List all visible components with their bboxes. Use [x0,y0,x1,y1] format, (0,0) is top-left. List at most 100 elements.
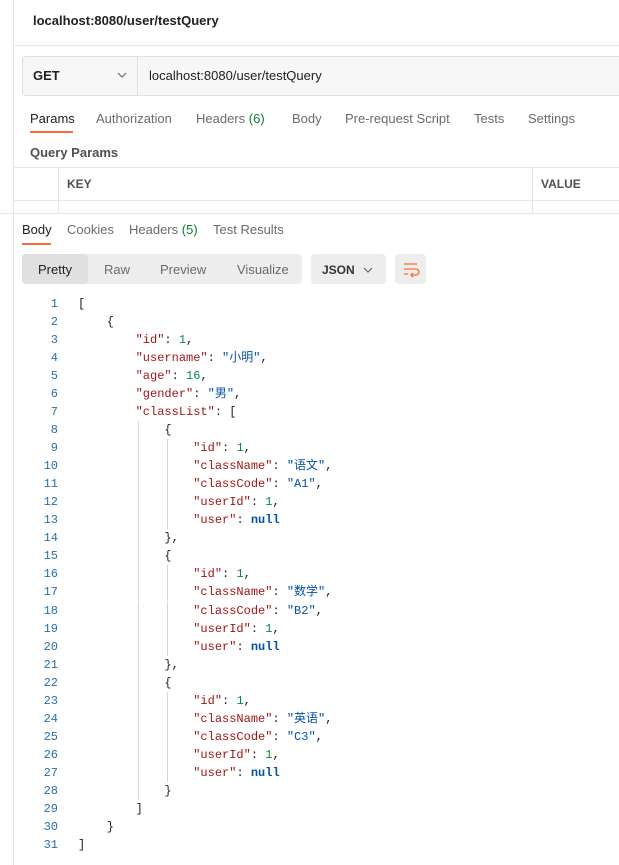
line-number: 13 [43,513,58,528]
indent-guide [137,457,139,476]
view-mode-button[interactable]: Pretty [38,262,72,277]
indent-guide [166,619,168,638]
line-number: 7 [50,405,58,420]
request-tab-title[interactable]: localhost:8080/user/testQuery [33,13,219,28]
method-chevron [117,72,127,78]
indent-guide [137,421,139,440]
table-border [14,167,619,168]
code-line: ] [78,837,86,852]
line-number: 10 [43,459,58,474]
line-number: 1 [50,297,58,311]
indent-guide [137,475,139,494]
line-number: 17 [43,585,58,600]
tab[interactable]: Tests [474,111,504,126]
code-line: "classList": [ [135,405,237,420]
line-number: 15 [43,549,58,564]
indent-guide [137,529,139,548]
indent-guide [166,637,168,656]
column-header: VALUE [541,177,581,191]
indent-guide [166,709,168,728]
wrap-button[interactable] [395,254,426,284]
line-number: 11 [43,477,58,492]
line-number: 31 [43,837,58,852]
code-line: { [78,549,172,564]
code-line: { [78,315,115,330]
line-number: 29 [43,801,58,816]
tab-label: Authorization [96,111,172,126]
line-number: 18 [43,603,58,618]
tab-label: Cookies [67,222,114,237]
tab[interactable]: Cookies [67,222,114,237]
indent-guide [137,763,139,782]
code-line: } [78,783,172,798]
top-separator [14,45,619,46]
indent-guide [137,745,139,764]
indent-guide [137,511,139,530]
code-line: "user": null [193,513,280,528]
code-line: "user": null [193,765,280,780]
code-line: "className": "数学", [193,585,333,600]
code-line: "classCode": "B2", [193,603,323,618]
indent-guide [166,493,168,512]
url-input[interactable]: localhost:8080/user/testQuery [149,68,322,83]
tab[interactable]: Body [22,222,52,237]
indent-guide [137,547,139,566]
line-number: 12 [43,495,58,510]
tab[interactable]: Body [292,111,322,126]
line-number: 6 [50,387,58,402]
line-number: 27 [43,765,58,780]
method-select[interactable]: GET [33,68,60,83]
view-mode-button[interactable]: Visualize [237,262,289,277]
view-mode-button[interactable]: Raw [104,262,131,277]
indent-guide [137,691,139,710]
indent-guide [137,727,139,746]
indent-guide [137,709,139,728]
indent-guide [166,601,168,620]
code-line: "classCode": "A1", [193,477,323,492]
tab[interactable]: Pre-request Script [345,111,450,126]
line-number: 21 [43,657,58,672]
tab-badge: (6) [248,111,265,126]
code-line: }, [78,657,179,672]
indent-guide [137,601,139,620]
code-line: "className": "英语", [193,711,333,726]
line-number: 16 [43,567,58,582]
tab[interactable]: Authorization [96,111,172,126]
response-body: 1 [2 {3 "id": 1, 4 "username": "小明", 5 "age… [0,295,619,855]
line-number: 4 [50,351,58,366]
indent-guide [166,565,168,584]
tab[interactable]: Headers (5) [129,222,198,237]
indent-guide [137,565,139,584]
indent-guide [166,763,168,782]
line-number: 30 [43,819,58,834]
code-line: { [78,675,172,690]
code-line: "id": 1, [135,333,194,348]
tab-label: Headers [196,111,246,126]
tab[interactable]: Settings [528,111,575,126]
tab-label: Params [30,111,75,126]
view-mode-button[interactable]: Preview [160,262,207,277]
code-line: } [78,819,115,834]
indent-guide [166,727,168,746]
indent-guide [166,439,168,458]
line-number: 19 [43,621,58,636]
indent-guide [166,457,168,476]
method-separator [137,56,138,96]
code-line: ] [78,801,143,816]
code-line: "userId": 1, [193,621,280,636]
line-number: 3 [50,333,58,348]
code-line: "id": 1, [193,693,251,708]
code-line: "userId": 1, [193,495,280,510]
tab-label: Pre-request Script [345,111,450,126]
indent-guide [137,493,139,512]
line-number: 28 [43,783,58,798]
left-border [13,0,14,865]
tab[interactable]: Headers (6) [196,111,265,126]
tab-label: Headers [129,222,179,237]
tab-label: Tests [474,111,505,126]
format-select[interactable] [311,254,386,284]
tab[interactable]: Params [30,111,75,126]
tab[interactable]: Test Results [213,222,284,237]
